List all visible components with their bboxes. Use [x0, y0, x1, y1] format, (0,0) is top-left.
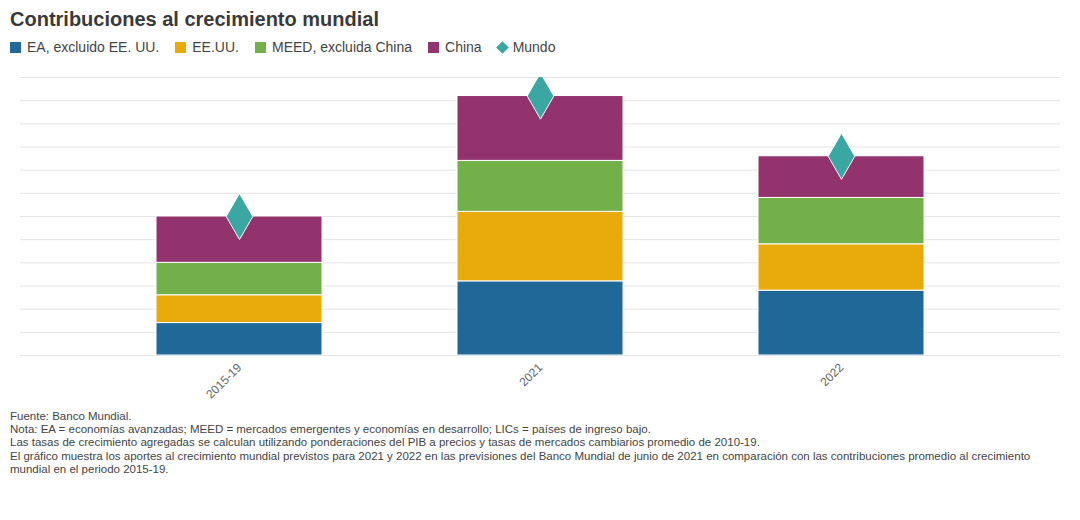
- html-text:El gráfico muestra los aportes: El gráfico muestra los aportes al crecim…: [10, 449, 1031, 475]
- html-text:Fuente: Banco Mundial.: Fuente: Banco Mundial.: [10, 410, 132, 422]
- html-text:EE.UU.: EE.UU.: [192, 39, 239, 55]
- html-text:Contribuciones al crecimiento: Contribuciones al crecimiento mundial: [10, 8, 379, 30]
- html-text:Las tasas de crecimiento agreg: Las tasas de crecimiento agregadas se ca…: [10, 436, 760, 449]
- svg-text:2015-19: 2015-19: [203, 360, 244, 401]
- html-text:MEED, excluida China: MEED, excluida China: [272, 39, 412, 55]
- html-text:Mundo: Mundo: [512, 39, 556, 55]
- html-text:Nota: EA = economías avanzadas: Nota: EA = economías avanzadas; MEED = m…: [10, 423, 651, 436]
- html-text:China: China: [445, 39, 482, 55]
- svg-text:2021: 2021: [517, 360, 546, 389]
- svg-text:2022: 2022: [818, 360, 847, 389]
- html-text:EA, excluido EE. UU.: EA, excluido EE. UU.: [27, 39, 160, 55]
